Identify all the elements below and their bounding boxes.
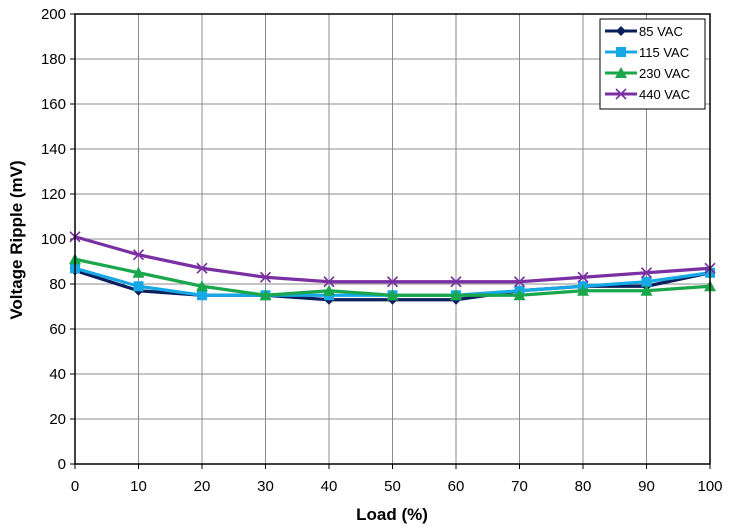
x-tick-label: 40 xyxy=(321,478,338,495)
data-point xyxy=(132,266,145,278)
y-tick-label: 100 xyxy=(41,231,66,248)
data-series xyxy=(69,231,716,305)
y-axis-title: Voltage Ripple (mV) xyxy=(7,160,26,319)
y-tick-label: 60 xyxy=(49,321,66,338)
data-point xyxy=(640,267,653,279)
x-tick-label: 0 xyxy=(71,478,79,495)
data-point xyxy=(386,289,399,301)
data-point xyxy=(132,249,145,261)
legend-label: 85 VAC xyxy=(639,24,683,39)
y-tick-label: 160 xyxy=(41,96,66,113)
data-point xyxy=(577,271,589,283)
legend-marker xyxy=(616,47,626,57)
legend-item: 85 VAC xyxy=(605,24,683,39)
x-tick-label: 80 xyxy=(575,478,592,495)
y-tick-label: 40 xyxy=(49,366,66,383)
data-point xyxy=(259,289,272,301)
legend-marker xyxy=(615,88,627,100)
y-tick-label: 140 xyxy=(41,141,66,158)
data-point xyxy=(513,276,526,288)
y-tick-label: 180 xyxy=(41,51,66,68)
legend-label: 115 VAC xyxy=(639,45,689,60)
x-tick-label: 10 xyxy=(130,478,147,495)
series-230-vac xyxy=(69,253,716,301)
data-point xyxy=(640,284,653,296)
legend-label: 440 VAC xyxy=(639,87,690,102)
data-point xyxy=(450,276,462,288)
data-point xyxy=(450,289,462,301)
data-point xyxy=(133,281,144,292)
legend-marker xyxy=(615,67,627,78)
legend: 85 VAC 115 VAC 230 VAC 440 VAC xyxy=(599,18,706,110)
legend-item: 440 VAC xyxy=(605,87,690,102)
data-point xyxy=(323,284,335,296)
y-tick-labels: 0 20 40 60 80 100 120 140 160 180 200 xyxy=(41,6,75,473)
x-tick-label: 30 xyxy=(257,478,274,495)
data-point xyxy=(641,276,652,287)
plot-border xyxy=(74,13,711,465)
data-point xyxy=(197,290,207,301)
y-tick-label: 80 xyxy=(49,276,66,293)
legend-label: 230 VAC xyxy=(639,66,690,81)
data-point xyxy=(386,276,399,288)
x-tick-label: 50 xyxy=(384,478,401,495)
data-point xyxy=(513,289,526,301)
x-tick-label: 20 xyxy=(194,478,211,495)
legend-item: 115 VAC xyxy=(605,45,689,60)
data-point xyxy=(323,276,335,288)
legend-item: 230 VAC xyxy=(605,66,690,81)
data-point xyxy=(196,262,208,274)
y-tick-label: 200 xyxy=(41,6,66,23)
data-point xyxy=(259,271,272,283)
x-axis-title: Load (%) xyxy=(356,505,428,524)
x-tick-label: 100 xyxy=(697,478,722,495)
legend-marker xyxy=(616,26,626,36)
x-tick-label: 70 xyxy=(511,478,528,495)
x-tick-label: 90 xyxy=(638,478,655,495)
y-tick-label: 20 xyxy=(49,411,66,428)
data-point xyxy=(577,284,589,296)
y-tick-label: 0 xyxy=(58,456,66,473)
x-tick-label: 60 xyxy=(448,478,465,495)
x-tick-labels: 0 10 20 30 40 50 60 70 80 90 100 xyxy=(71,464,723,495)
data-point xyxy=(196,280,208,292)
y-tick-label: 120 xyxy=(41,186,66,203)
